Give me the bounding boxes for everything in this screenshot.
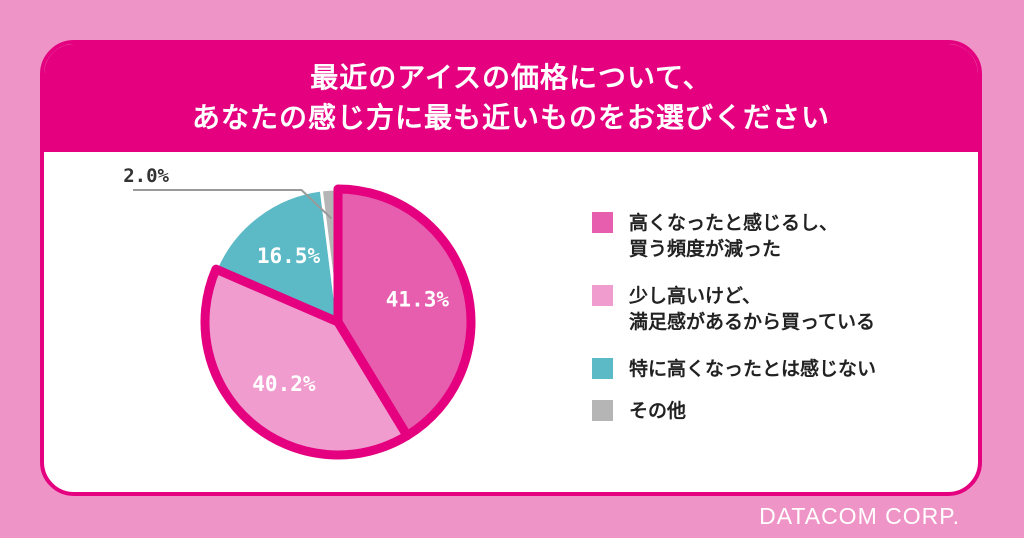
legend-swatch-0	[592, 212, 613, 233]
pie-slice-0-outline	[333, 184, 476, 441]
pie-chart: 41.3% 40.2% 16.5% 2.0%	[123, 165, 476, 460]
legend-swatch-1	[592, 285, 613, 306]
legend-label-0: 高くなったと感じるし、 買う頻度が減った	[629, 212, 839, 260]
pie-slice-2	[214, 188, 340, 324]
legend-swatch-3	[592, 400, 613, 421]
legend-label-3: その他	[629, 400, 687, 422]
pie-slice-1-outline	[200, 264, 412, 460]
brand-logo: DATACOM CORP.	[759, 503, 960, 529]
pie-data-label-2: 16.5%	[257, 244, 321, 268]
legend-item-2: 特に高くなったとは感じない	[592, 356, 876, 382]
legend-item-1: 少し高いけど、 満足感があるから買っている	[592, 283, 875, 335]
title-bar: 最近のアイスの価格について、 あなたの感じ方に最も近いものをお選びください	[44, 44, 978, 152]
legend-label-2: 特に高くなったとは感じない	[629, 358, 877, 380]
legend-swatch-2	[592, 358, 613, 379]
legend-label-1: 少し高いけど、 満足感があるから買っている	[629, 285, 876, 333]
pie-leader-line-3	[133, 189, 333, 220]
legend-item-3: その他	[592, 398, 686, 424]
chart-title-line-2: あなたの感じ方に最も近いものをお選びください	[191, 101, 830, 134]
chart-title-line-1: 最近のアイスの価格について、	[310, 61, 712, 94]
legend-item-0: 高くなったと感じるし、 買う頻度が減った	[592, 210, 838, 262]
pie-data-label-3: 2.0%	[123, 165, 169, 187]
chart-card: 最近のアイスの価格について、 あなたの感じ方に最も近いものをお選びください	[40, 40, 982, 496]
pie-data-label-1: 40.2%	[252, 372, 316, 396]
pie-data-label-0: 41.3%	[386, 288, 450, 312]
